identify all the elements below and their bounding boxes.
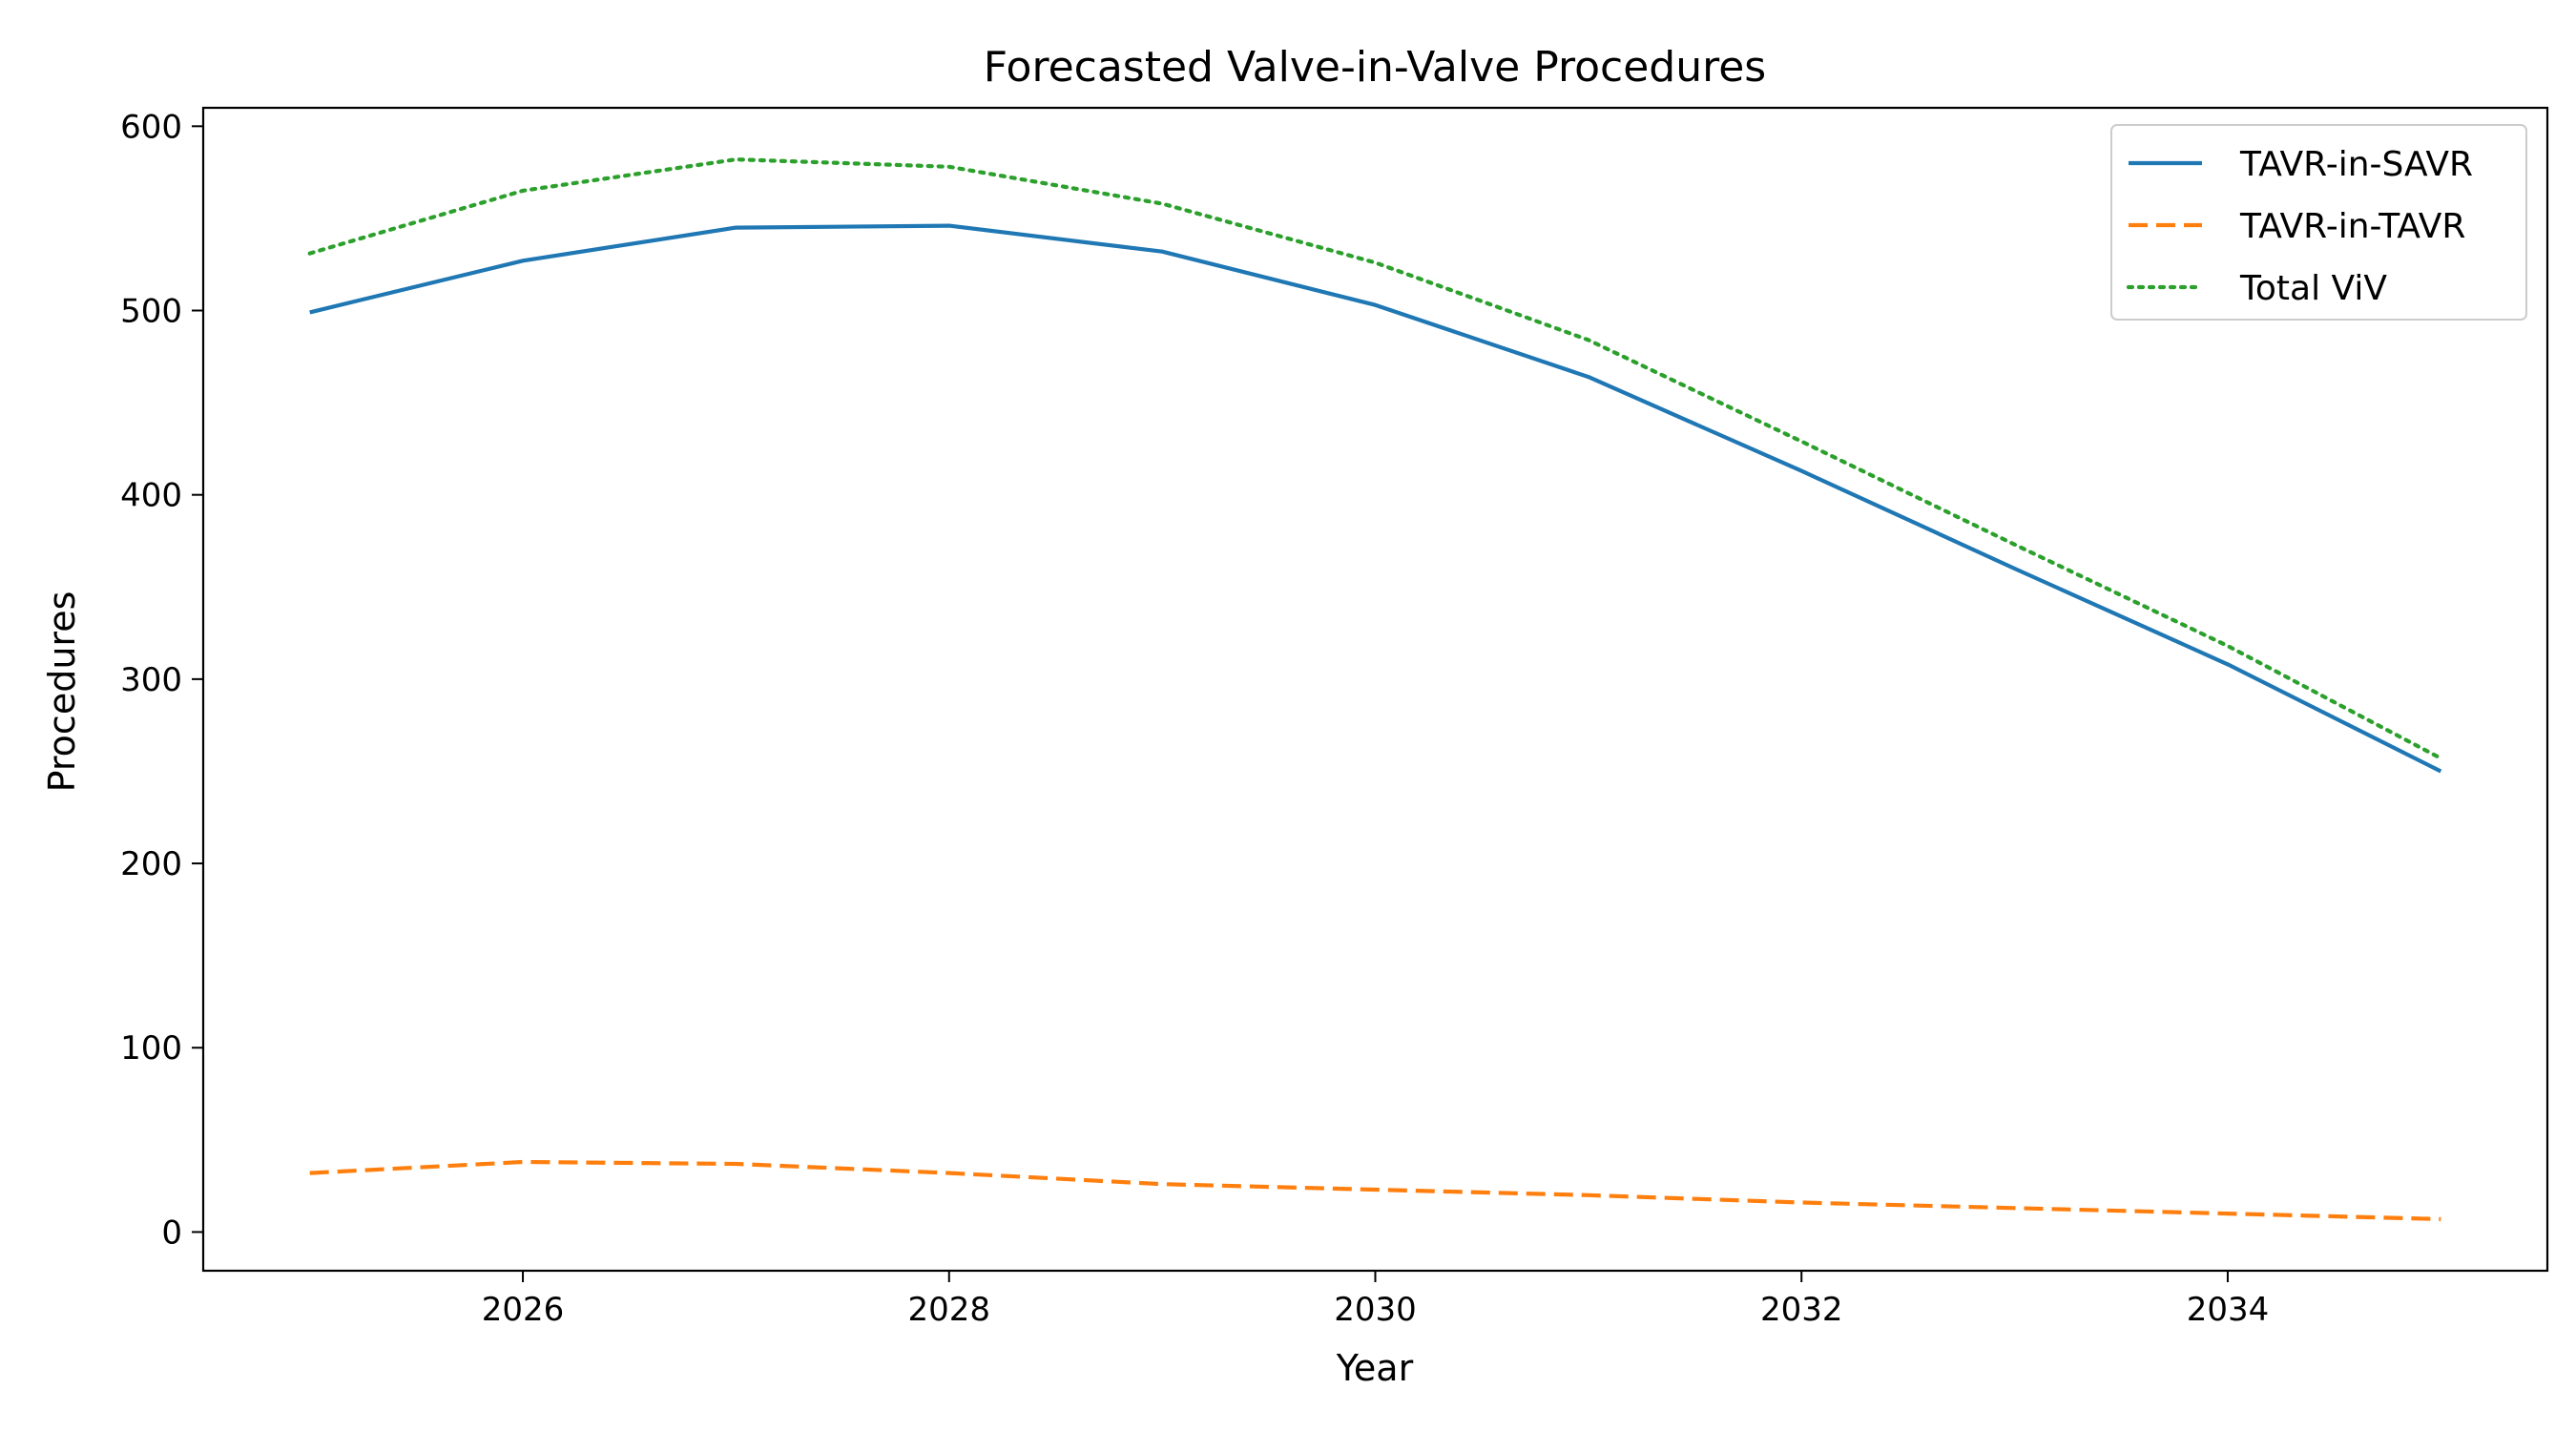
- y-tick-label: 400: [120, 477, 182, 515]
- chart-title: Forecasted Valve-in-Valve Procedures: [984, 43, 1766, 92]
- x-tick-label: 2034: [2187, 1291, 2270, 1329]
- legend: TAVR-in-SAVR TAVR-in-TAVR Total ViV: [2110, 124, 2527, 321]
- series-line-tavr-in-tavr: [309, 1159, 2441, 1221]
- series-line-total-viv: [307, 157, 2443, 761]
- y-tick-label: 600: [120, 108, 182, 146]
- x-tick-label: 2028: [908, 1291, 991, 1329]
- series-lines: [307, 157, 2443, 1221]
- series-line-tavr-in-savr: [309, 223, 2442, 774]
- y-tick-label: 0: [161, 1213, 182, 1252]
- legend-label: TAVR-in-SAVR: [2239, 145, 2473, 184]
- x-tick-label: 2032: [1760, 1291, 1843, 1329]
- y-axis: 0 100 200 300 400 500 600: [120, 108, 203, 1252]
- y-tick-label: 200: [120, 845, 182, 883]
- legend-label: TAVR-in-TAVR: [2239, 207, 2465, 246]
- x-tick-label: 2030: [1334, 1291, 1417, 1329]
- legend-label: Total ViV: [2239, 269, 2387, 308]
- y-tick-label: 100: [120, 1029, 182, 1068]
- x-axis: 2026 2028 2030 2032 2034: [482, 1271, 2269, 1329]
- legend-box: [2110, 124, 2527, 321]
- y-axis-label: Procedures: [41, 591, 83, 793]
- y-tick-label: 500: [120, 293, 182, 331]
- x-tick-label: 2026: [482, 1291, 565, 1329]
- y-tick-label: 300: [120, 661, 182, 699]
- x-axis-label: Year: [1336, 1347, 1414, 1389]
